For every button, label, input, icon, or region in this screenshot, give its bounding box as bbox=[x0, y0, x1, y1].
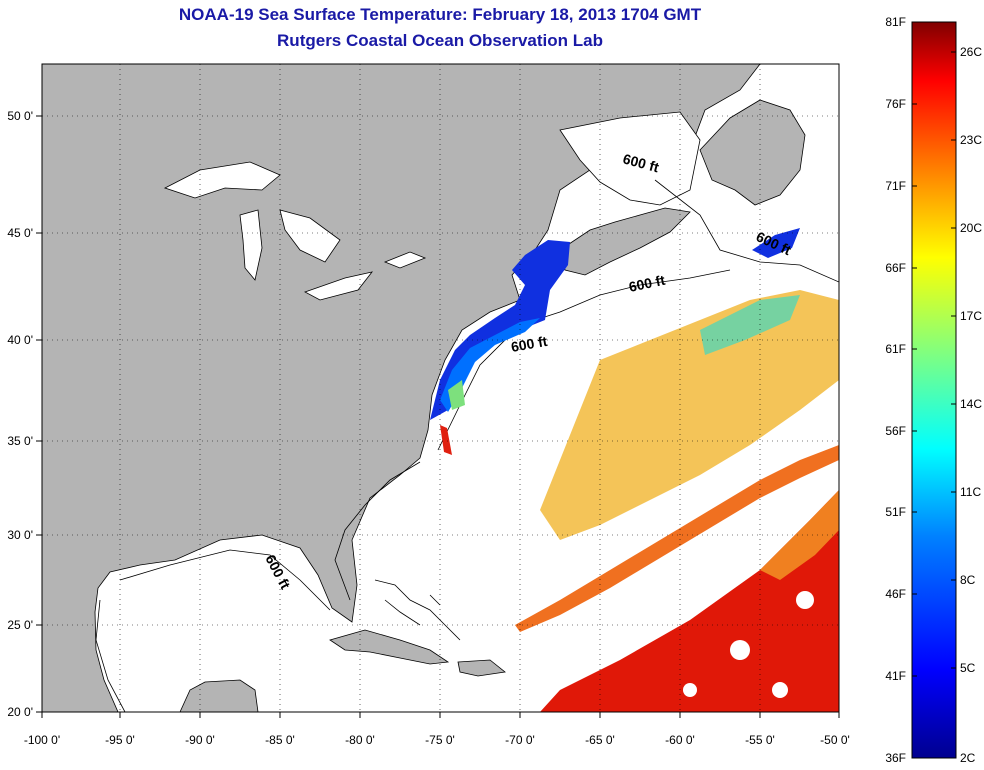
colorbar-f-ticks bbox=[912, 21, 917, 677]
colorbar-f-label: 66F bbox=[885, 261, 906, 275]
lon-tick-label: -60 0' bbox=[665, 733, 695, 747]
lat-tick-label: 25 0' bbox=[7, 618, 33, 632]
sst-cyan-band bbox=[700, 295, 800, 355]
lake-michigan-huron bbox=[239, 209, 341, 281]
cloud-gap bbox=[683, 683, 697, 697]
sst-mid-ocean-field bbox=[540, 290, 839, 540]
lon-tick-label: -95 0' bbox=[105, 733, 135, 747]
isobath-label: 600 ft bbox=[627, 272, 666, 295]
lon-tick-label: -80 0' bbox=[345, 733, 375, 747]
land-maritimes bbox=[559, 207, 691, 276]
colorbar-c-label: 11C bbox=[960, 485, 981, 499]
colorbar-c-ticks bbox=[951, 51, 956, 669]
colorbar-f-label: 71F bbox=[885, 179, 906, 193]
colorbar-c-label: 8C bbox=[960, 573, 976, 587]
colorbar-c-label: 5C bbox=[960, 661, 976, 675]
colorbar-f-label: 56F bbox=[885, 424, 906, 438]
axis-ticks bbox=[36, 115, 840, 718]
lat-tick-label: 20 0' bbox=[7, 705, 33, 719]
grid bbox=[42, 64, 839, 712]
lon-tick-label: -100 0' bbox=[24, 733, 60, 747]
colorbar-c-label: 23C bbox=[960, 133, 982, 147]
lat-tick-label: 45 0' bbox=[7, 226, 33, 240]
sst-warm-swath bbox=[540, 490, 839, 712]
isobath-label: 600 ft bbox=[510, 333, 549, 355]
land-hispaniola bbox=[457, 659, 506, 677]
gulf-st-lawrence bbox=[559, 111, 701, 206]
colorbar-f-label: 61F bbox=[885, 342, 906, 356]
lon-tick-label: -75 0' bbox=[425, 733, 455, 747]
sst-gulfstream-filament bbox=[515, 445, 839, 632]
sst-coastal-mid bbox=[440, 318, 540, 412]
lat-tick-label: 40 0' bbox=[7, 333, 33, 347]
colorbar-f-label: 81F bbox=[885, 15, 906, 29]
colorbar-c-label: 20C bbox=[960, 221, 982, 235]
lon-tick-label: -70 0' bbox=[505, 733, 535, 747]
lat-tick-label: 35 0' bbox=[7, 434, 33, 448]
map-title: NOAA-19 Sea Surface Temperature: Februar… bbox=[178, 5, 702, 24]
isobath-600ft bbox=[95, 179, 839, 712]
lat-tick-label: 50 0' bbox=[7, 109, 33, 123]
sst-coastal-green bbox=[448, 380, 465, 410]
bahamas bbox=[374, 579, 461, 641]
colorbar-f-label: 36F bbox=[885, 751, 906, 765]
colorbar bbox=[911, 21, 957, 759]
lake-superior bbox=[163, 161, 281, 199]
land-cuba bbox=[329, 629, 450, 665]
colorbar-c-label: 2C bbox=[960, 751, 976, 765]
lon-tick-label: -90 0' bbox=[185, 733, 215, 747]
colorbar-c-label: 17C bbox=[960, 309, 982, 323]
cloud-gap bbox=[730, 640, 750, 660]
sst-gulfstream-edge bbox=[440, 425, 452, 455]
colorbar-f-label: 46F bbox=[885, 587, 906, 601]
land-yucatan bbox=[179, 679, 259, 712]
cloud-gap bbox=[796, 591, 814, 609]
lat-tick-label: 30 0' bbox=[7, 528, 33, 542]
colorbar-c-label: 26C bbox=[960, 45, 982, 59]
map-subtitle: Rutgers Coastal Ocean Observation Lab bbox=[277, 31, 603, 50]
colorbar-f-label: 76F bbox=[885, 97, 906, 111]
lon-tick-label: -55 0' bbox=[745, 733, 775, 747]
sst-warm-orange-edge bbox=[760, 490, 839, 580]
lon-tick-label: -85 0' bbox=[265, 733, 295, 747]
colorbar-f-label: 41F bbox=[885, 669, 906, 683]
lake-erie-ontario bbox=[304, 251, 427, 301]
land-newfoundland bbox=[699, 99, 806, 206]
lon-tick-label: -50 0' bbox=[820, 733, 850, 747]
colorbar-c-label: 14C bbox=[960, 397, 982, 411]
lon-tick-label: -65 0' bbox=[585, 733, 615, 747]
cloud-gap bbox=[772, 682, 788, 698]
sst-offshore-cold bbox=[752, 228, 800, 258]
colorbar-f-label: 51F bbox=[885, 505, 906, 519]
